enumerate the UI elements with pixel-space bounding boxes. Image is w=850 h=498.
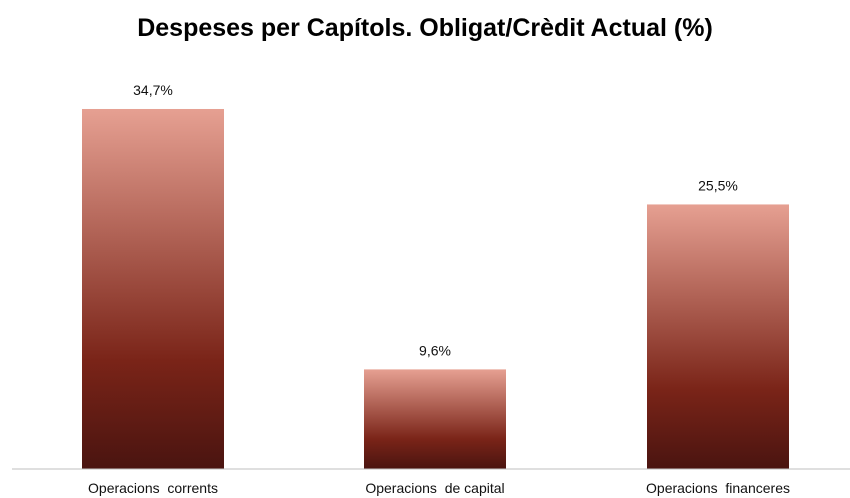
data-label-1: 34,7% <box>133 82 173 98</box>
data-label-3: 25,5% <box>698 177 738 193</box>
bar-2 <box>364 369 506 469</box>
bar-1 <box>82 108 224 470</box>
bar-3 <box>647 204 789 469</box>
category-label-2: Operacions de capital <box>365 480 504 496</box>
category-label-3: Operacions financeres <box>646 480 790 496</box>
bars-group: 34,7% Operacions corrents 9,6% Operacions d… <box>82 82 790 496</box>
chart-title: Despeses per Capítols. Obligat/Crèdit Ac… <box>137 14 713 42</box>
category-label-1: Operacions corrents <box>88 480 218 496</box>
data-label-2: 9,6% <box>419 342 451 358</box>
